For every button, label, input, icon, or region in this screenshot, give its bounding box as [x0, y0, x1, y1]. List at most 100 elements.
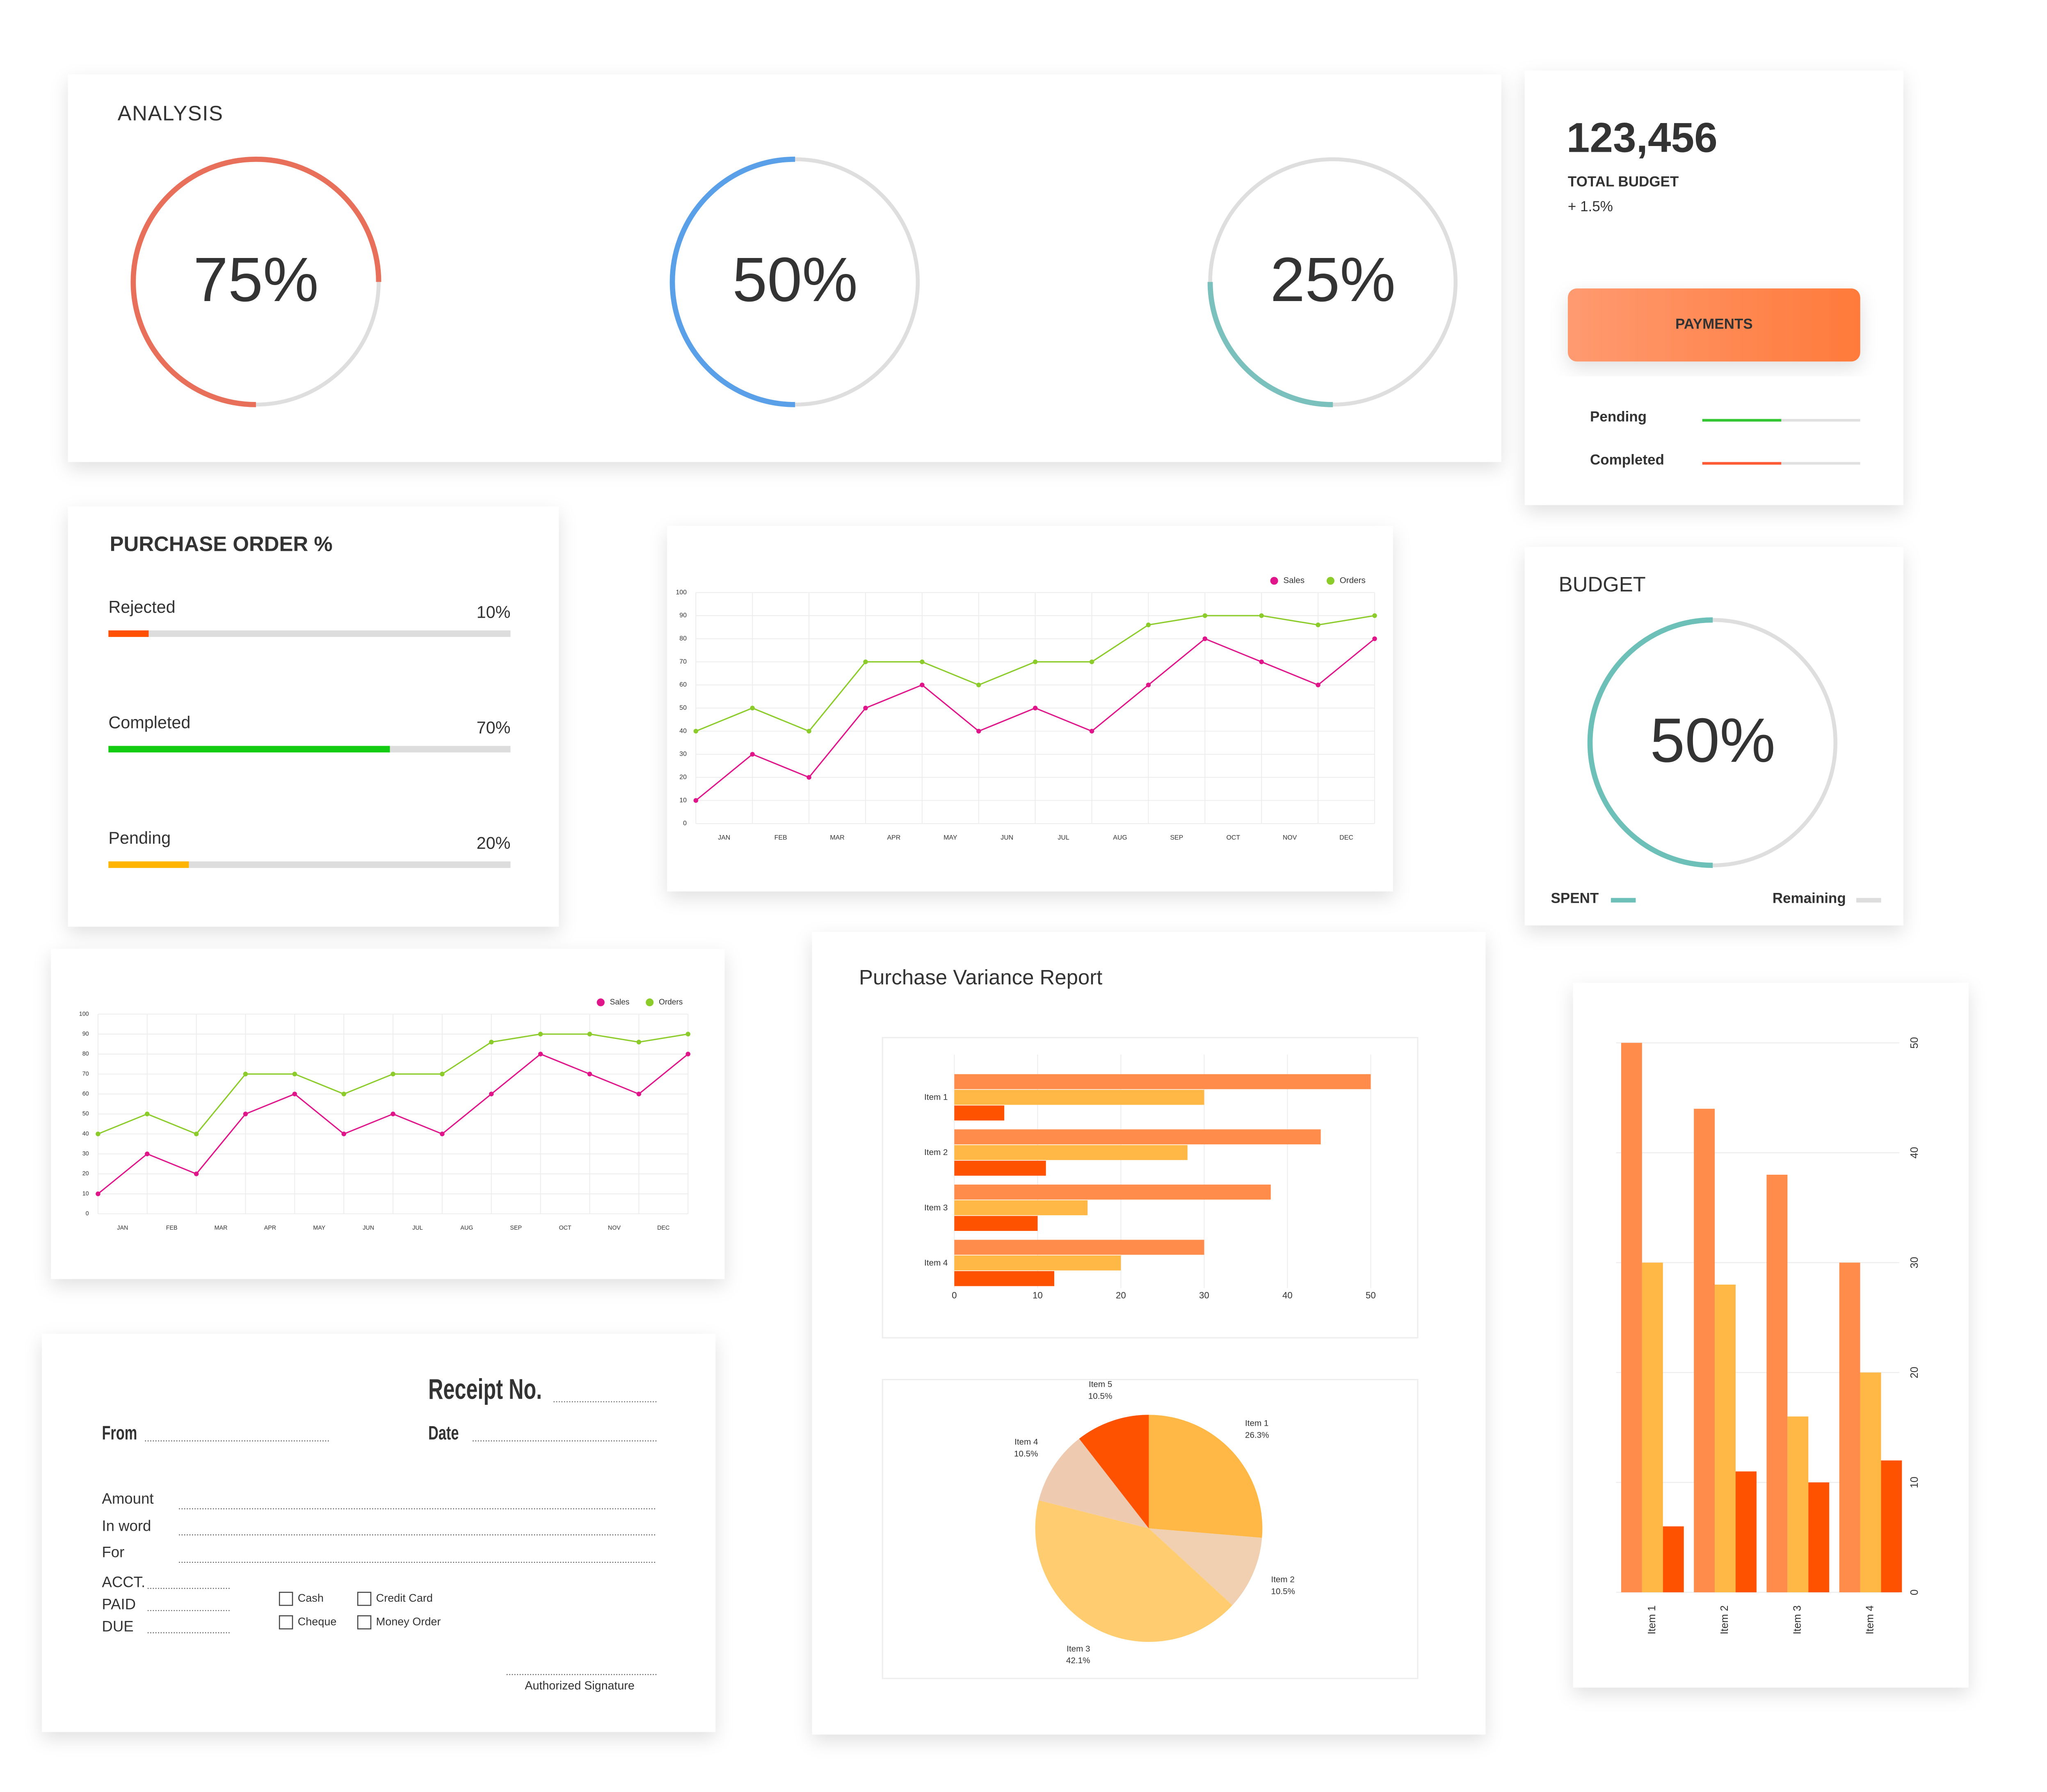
gauge-arc — [1207, 282, 1333, 407]
y-tick-label: 20 — [1909, 1367, 1920, 1378]
bar — [1735, 1471, 1757, 1593]
legend-label: Sales — [610, 998, 630, 1007]
item-label: Completed — [108, 713, 190, 732]
y-tick-label: 90 — [679, 612, 687, 619]
x-tick-label: 40 — [1282, 1290, 1293, 1301]
bar — [954, 1216, 1038, 1231]
pie-value-label: 10.5% — [1271, 1587, 1295, 1596]
item-value: 10% — [477, 603, 511, 622]
receipt-card — [42, 1334, 716, 1732]
x-tick-label: APR — [887, 834, 901, 841]
receipt-title: Receipt No. — [428, 1373, 542, 1405]
checkbox[interactable] — [279, 1591, 293, 1606]
progress-bar — [108, 861, 189, 868]
y-tick-label: 20 — [679, 774, 687, 781]
point — [145, 1112, 150, 1116]
purchase-order-title: PURCHASE ORDER % — [110, 532, 333, 556]
pie-slice — [1149, 1528, 1262, 1605]
gauge-label: 75% — [193, 245, 319, 315]
bar — [1715, 1284, 1736, 1593]
point — [1202, 636, 1208, 641]
x-tick-label: JAN — [718, 834, 730, 841]
gauge-arc — [669, 156, 795, 407]
point — [538, 1052, 543, 1057]
y-tick-label: 10 — [679, 797, 687, 804]
bar-panel — [882, 1037, 1419, 1339]
point — [1316, 622, 1320, 628]
x-tick-label: 20 — [1116, 1290, 1126, 1301]
point — [863, 705, 868, 711]
y-tick-label: 0 — [683, 820, 687, 827]
receipt-date: Date — [428, 1422, 459, 1444]
progress-bar — [108, 746, 390, 753]
payments-button[interactable] — [1567, 288, 1860, 362]
pie-label: Item 4 — [1014, 1437, 1038, 1447]
point — [1033, 705, 1038, 711]
x-tick-label: FEB — [774, 834, 787, 841]
bar — [954, 1105, 1005, 1121]
y-tick-label: 90 — [82, 1031, 89, 1037]
payments-label: PAYMENTS — [1675, 316, 1753, 332]
point — [685, 1032, 690, 1036]
checkbox[interactable] — [357, 1615, 372, 1630]
pie-label: Item 1 — [1245, 1419, 1268, 1428]
y-tick-label: Item 2 — [924, 1148, 948, 1157]
checkbox[interactable] — [279, 1615, 293, 1630]
point — [440, 1071, 445, 1077]
y-tick-label: 80 — [679, 635, 687, 642]
legend-swatch — [1611, 898, 1636, 903]
point — [920, 683, 925, 687]
option-label: Cheque — [298, 1615, 337, 1628]
bar — [1766, 1175, 1788, 1593]
bar-label: Completed — [1590, 452, 1664, 468]
progress-bar — [1702, 419, 1782, 422]
x-tick-label: JUL — [1058, 834, 1069, 841]
legend-swatch — [1856, 898, 1881, 903]
point — [96, 1191, 101, 1196]
y-tick-label: Item 3 — [924, 1203, 948, 1212]
total-budget-card — [1524, 70, 1903, 505]
variance-title: Purchase Variance Report — [859, 966, 1102, 989]
bar — [1839, 1262, 1860, 1593]
bar — [1663, 1526, 1684, 1593]
point — [693, 728, 699, 734]
bar — [954, 1074, 1371, 1089]
bar — [954, 1129, 1321, 1145]
item-label: Rejected — [108, 598, 175, 616]
y-tick-label: 100 — [79, 1011, 89, 1017]
bar-track — [108, 861, 511, 868]
y-tick-label: 10 — [82, 1190, 89, 1197]
point — [806, 775, 811, 780]
gauge-label: 50% — [732, 245, 858, 315]
gauge-label: 25% — [1270, 245, 1396, 315]
y-tick-label: 0 — [86, 1210, 89, 1217]
y-tick-label: 70 — [679, 658, 687, 665]
x-tick-label: Item 3 — [1791, 1605, 1803, 1634]
point — [243, 1071, 248, 1077]
y-tick-label: 20 — [82, 1171, 89, 1177]
point — [806, 728, 811, 734]
point — [341, 1131, 346, 1137]
checkbox[interactable] — [357, 1591, 372, 1606]
pie-value-label: 10.5% — [1014, 1449, 1038, 1459]
progress-bar — [1702, 462, 1782, 465]
x-tick-label: APR — [264, 1225, 276, 1231]
point — [292, 1091, 297, 1096]
point — [1033, 659, 1038, 664]
bar — [1642, 1262, 1663, 1593]
progress-bar — [108, 630, 149, 637]
purchase-order-card — [68, 506, 559, 927]
x-tick-label: 30 — [1199, 1290, 1209, 1301]
bar — [1787, 1416, 1809, 1593]
y-tick-label: 30 — [679, 751, 687, 758]
x-tick-label: JUL — [412, 1225, 423, 1231]
bar-label: Pending — [1590, 409, 1647, 425]
point — [292, 1071, 297, 1077]
x-tick-label: JUN — [363, 1225, 374, 1231]
y-tick-label: 70 — [82, 1071, 89, 1077]
point — [863, 659, 868, 664]
budget-change: + 1.5% — [1568, 199, 1613, 215]
pie-label: Item 2 — [1271, 1575, 1294, 1584]
y-tick-label: 50 — [82, 1111, 89, 1117]
point — [685, 1052, 690, 1057]
